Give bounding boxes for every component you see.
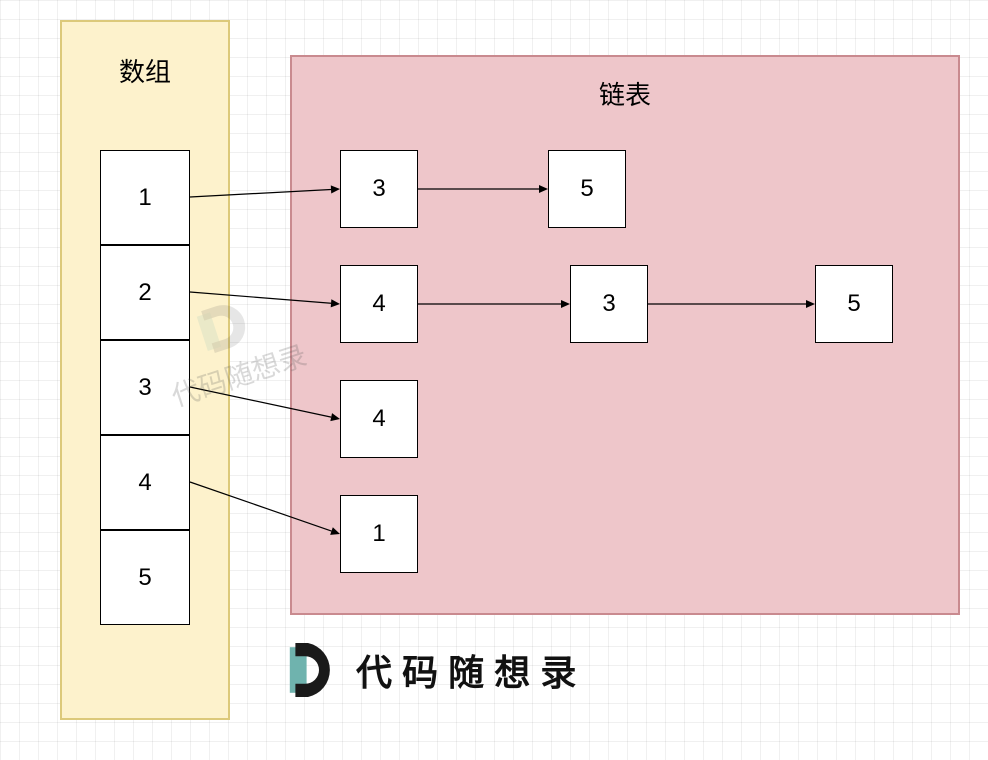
array-cell: 4 [100,435,190,530]
array-cell: 3 [100,340,190,435]
linkedlist-node: 4 [340,380,418,458]
array-cell: 1 [100,150,190,245]
array-panel-title: 数组 [62,52,228,89]
linkedlist-node: 3 [570,265,648,343]
linkedlist-node: 1 [340,495,418,573]
linkedlist-node: 5 [815,265,893,343]
linkedlist-node: 3 [340,150,418,228]
array-cell: 2 [100,245,190,340]
d-logo-icon [280,640,350,700]
linkedlist-node: 4 [340,265,418,343]
linkedlist-panel-title: 链表 [292,75,958,112]
linkedlist-node: 5 [548,150,626,228]
diagram-canvas: 数组 12345 链表 3543541 代码随想录 代码随想录 [0,0,988,760]
footer-logo: 代码随想录 [280,640,586,700]
footer-logo-text: 代码随想录 [356,644,586,696]
array-cell: 5 [100,530,190,625]
